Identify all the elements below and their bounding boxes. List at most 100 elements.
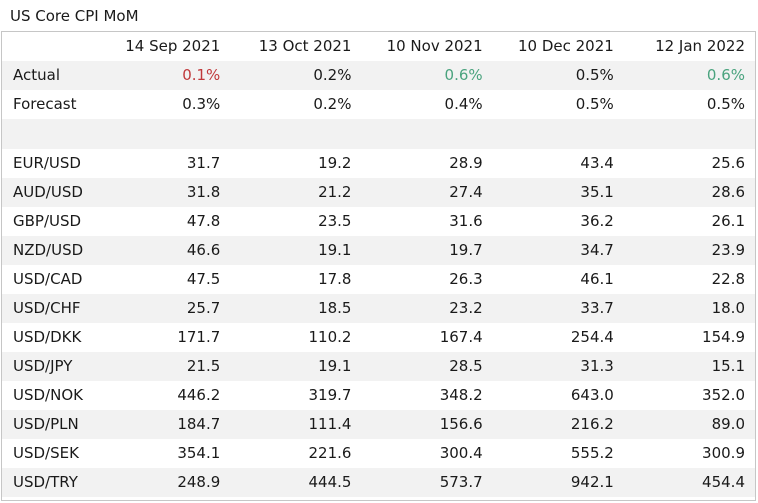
row-label: NZD/USD <box>13 241 84 259</box>
header-corner-cell <box>2 32 99 61</box>
forecast-cell: 0.2% <box>313 95 352 113</box>
value-cell: 444.5 <box>308 473 352 491</box>
value-cell: 454.4 <box>702 473 745 491</box>
actual-cell: 0.6% <box>444 66 483 84</box>
value-cell: 216.2 <box>570 415 614 433</box>
table-row: USD/JPY 21.5 19.1 28.5 31.3 15.1 <box>2 352 755 381</box>
value-cell: 354.1 <box>177 444 221 462</box>
value-cell: 171.7 <box>177 328 221 346</box>
forecast-cell: 0.5% <box>575 95 614 113</box>
row-label: USD/NOK <box>13 386 83 404</box>
value-cell: 28.5 <box>449 357 483 375</box>
row-label: EUR/USD <box>13 154 81 172</box>
value-cell: 17.8 <box>318 270 352 288</box>
value-cell: 23.9 <box>711 241 745 259</box>
value-cell: 319.7 <box>308 386 352 404</box>
value-cell: 22.8 <box>711 270 745 288</box>
value-cell: 352.0 <box>702 386 745 404</box>
value-cell: 21.2 <box>318 183 352 201</box>
value-cell: 573.7 <box>439 473 483 491</box>
data-table-container: 14 Sep 2021 13 Oct 2021 10 Nov 2021 10 D… <box>1 31 756 501</box>
actual-cell: 0.2% <box>313 66 352 84</box>
value-cell: 89.0 <box>711 415 745 433</box>
value-cell: 43.4 <box>580 154 614 172</box>
table-row: EUR/USD 31.7 19.2 28.9 43.4 25.6 <box>2 149 755 178</box>
actual-cell: 0.6% <box>706 66 745 84</box>
value-cell: 28.6 <box>711 183 745 201</box>
value-cell: 21.5 <box>186 357 221 375</box>
cpi-data-table: 14 Sep 2021 13 Oct 2021 10 Nov 2021 10 D… <box>2 32 755 497</box>
table-row: USD/SEK 354.1 221.6 300.4 555.2 300.9 <box>2 439 755 468</box>
table-row: GBP/USD 47.8 23.5 31.6 36.2 26.1 <box>2 207 755 236</box>
value-cell: 19.7 <box>449 241 483 259</box>
value-cell: 28.9 <box>449 154 483 172</box>
value-cell: 27.4 <box>449 183 483 201</box>
value-cell: 154.9 <box>702 328 745 346</box>
value-cell: 221.6 <box>308 444 352 462</box>
table-row: USD/NOK 446.2 319.7 348.2 643.0 352.0 <box>2 381 755 410</box>
row-label: USD/CHF <box>13 299 81 317</box>
value-cell: 110.2 <box>308 328 352 346</box>
forecast-cell: 0.3% <box>182 95 221 113</box>
value-cell: 156.6 <box>439 415 483 433</box>
column-header: 10 Dec 2021 <box>517 37 614 55</box>
value-cell: 942.1 <box>570 473 614 491</box>
value-cell: 18.0 <box>711 299 745 317</box>
column-header: 10 Nov 2021 <box>386 37 483 55</box>
value-cell: 300.9 <box>702 444 745 462</box>
value-cell: 348.2 <box>439 386 483 404</box>
value-cell: 19.1 <box>318 357 352 375</box>
table-row: AUD/USD 31.8 21.2 27.4 35.1 28.6 <box>2 178 755 207</box>
value-cell: 446.2 <box>177 386 221 404</box>
table-row: USD/PLN 184.7 111.4 156.6 216.2 89.0 <box>2 410 755 439</box>
forecast-cell: 0.5% <box>706 95 745 113</box>
row-label: Forecast <box>13 95 77 113</box>
row-label: USD/TRY <box>13 473 78 491</box>
row-label: GBP/USD <box>13 212 82 230</box>
value-cell: 33.7 <box>580 299 614 317</box>
value-cell: 111.4 <box>308 415 352 433</box>
row-label: Actual <box>13 66 60 84</box>
column-header: 13 Oct 2021 <box>258 37 352 55</box>
value-cell: 643.0 <box>570 386 614 404</box>
value-cell: 25.7 <box>186 299 221 317</box>
value-cell: 36.2 <box>580 212 614 230</box>
row-label: USD/DKK <box>13 328 82 346</box>
page-title: US Core CPI MoM <box>10 7 139 25</box>
column-header: 14 Sep 2021 <box>125 37 221 55</box>
value-cell: 555.2 <box>570 444 614 462</box>
table-row: USD/DKK 171.7 110.2 167.4 254.4 154.9 <box>2 323 755 352</box>
value-cell: 31.3 <box>580 357 614 375</box>
value-cell: 46.6 <box>186 241 221 259</box>
value-cell: 34.7 <box>580 241 614 259</box>
row-label: USD/PLN <box>13 415 79 433</box>
header-row: 14 Sep 2021 13 Oct 2021 10 Nov 2021 10 D… <box>2 32 755 61</box>
value-cell: 19.2 <box>318 154 352 172</box>
forecast-row: Forecast 0.3% 0.2% 0.4% 0.5% 0.5% <box>2 90 755 119</box>
value-cell: 31.8 <box>186 183 221 201</box>
value-cell: 35.1 <box>580 183 614 201</box>
actual-cell: 0.1% <box>182 66 221 84</box>
row-label: AUD/USD <box>13 183 83 201</box>
table-row: NZD/USD 46.6 19.1 19.7 34.7 23.9 <box>2 236 755 265</box>
value-cell: 26.1 <box>711 212 745 230</box>
forecast-cell: 0.4% <box>444 95 483 113</box>
value-cell: 23.2 <box>449 299 483 317</box>
value-cell: 15.1 <box>711 357 745 375</box>
value-cell: 26.3 <box>449 270 483 288</box>
value-cell: 18.5 <box>318 299 352 317</box>
value-cell: 167.4 <box>439 328 483 346</box>
actual-row: Actual 0.1% 0.2% 0.6% 0.5% 0.6% <box>2 61 755 90</box>
table-row: USD/CAD 47.5 17.8 26.3 46.1 22.8 <box>2 265 755 294</box>
row-label: USD/CAD <box>13 270 83 288</box>
value-cell: 300.4 <box>439 444 483 462</box>
value-cell: 248.9 <box>177 473 221 491</box>
value-cell: 47.5 <box>186 270 221 288</box>
actual-cell: 0.5% <box>575 66 614 84</box>
spacer-row <box>2 119 755 149</box>
value-cell: 31.6 <box>449 212 483 230</box>
spacer-cell <box>2 119 755 149</box>
value-cell: 184.7 <box>177 415 221 433</box>
value-cell: 25.6 <box>711 154 745 172</box>
value-cell: 23.5 <box>318 212 352 230</box>
